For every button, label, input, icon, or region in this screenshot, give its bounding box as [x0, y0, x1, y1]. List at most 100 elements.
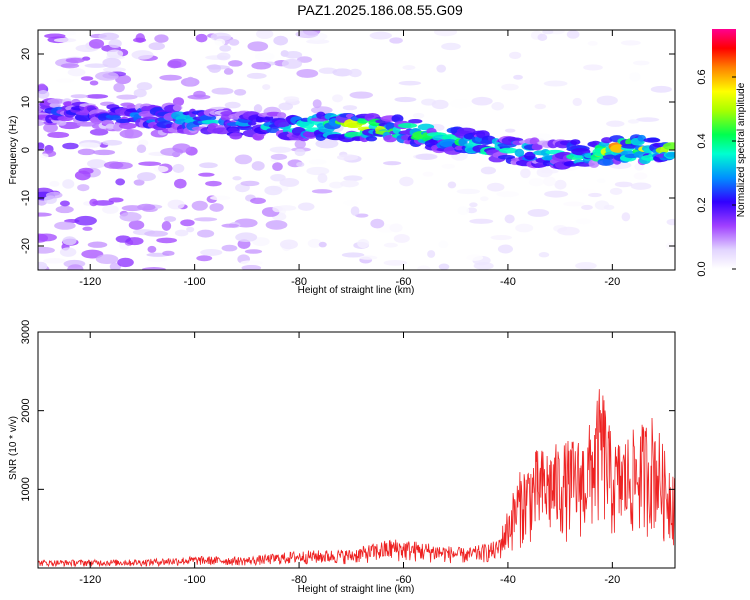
heat-cell — [527, 208, 550, 217]
heat-cell — [180, 219, 195, 227]
heat-cell — [566, 30, 580, 39]
heat-cell — [397, 122, 418, 129]
heat-cell — [246, 72, 267, 79]
heat-cell — [341, 252, 365, 258]
heat-cell — [136, 144, 147, 153]
heat-cell — [408, 119, 423, 124]
heat-cell — [74, 215, 97, 226]
heat-cell — [332, 94, 344, 103]
heat-cell — [154, 34, 169, 43]
heat-cell — [38, 261, 48, 270]
x-tick-label: -120 — [79, 574, 101, 586]
heat-cell — [597, 158, 615, 166]
heat-cell — [251, 161, 265, 171]
heat-cell — [531, 143, 543, 151]
heat-cell — [38, 246, 55, 254]
snr-frame — [37, 331, 676, 569]
heat-cell — [274, 119, 291, 128]
heat-cell — [172, 104, 182, 112]
heat-cell — [269, 221, 283, 228]
heat-cell — [297, 202, 315, 211]
chart-title: PAZ1.2025.186.08.55.G09 — [297, 2, 463, 18]
heat-cell — [229, 132, 243, 140]
heat-cell — [67, 68, 86, 77]
snr-series-line — [37, 389, 676, 568]
heat-cell — [399, 176, 414, 187]
heat-cell — [196, 255, 213, 262]
snr-plot-area — [38, 332, 675, 568]
heat-cell — [509, 51, 522, 60]
heat-cell — [402, 65, 416, 70]
heat-cell — [92, 149, 116, 156]
heat-cell — [121, 205, 144, 212]
heat-cell — [102, 204, 119, 214]
heat-cell — [537, 43, 556, 50]
heat-cell — [501, 83, 519, 91]
heat-cell — [81, 249, 104, 259]
heat-cell — [198, 172, 215, 177]
heat-cell — [63, 101, 74, 107]
heat-cell — [269, 146, 292, 153]
heat-cell — [119, 212, 142, 222]
heat-cell — [417, 265, 431, 270]
heat-cell — [201, 119, 222, 125]
heat-cell — [78, 142, 101, 149]
heat-cell — [86, 159, 107, 169]
colorbar-tick-label: 0.4 — [696, 133, 708, 148]
heat-cell — [56, 120, 67, 126]
heat-cell — [43, 123, 58, 133]
heat-cell — [294, 139, 306, 149]
heat-cell — [632, 60, 650, 66]
heat-cell — [167, 60, 182, 69]
heat-cell — [422, 171, 434, 177]
x-tick-label: -20 — [604, 574, 620, 586]
heat-cell — [55, 205, 74, 214]
heat-cell — [59, 247, 77, 257]
heat-cell — [302, 131, 317, 138]
heat-cell — [234, 88, 247, 96]
heat-cell — [38, 120, 45, 127]
heat-cell — [221, 244, 238, 252]
heat-cell — [575, 262, 597, 270]
colorbar-tick-label: 0.2 — [696, 197, 708, 212]
heat-cell — [524, 151, 536, 161]
heat-cell — [427, 250, 436, 258]
heat-cell — [240, 260, 263, 266]
heat-cell — [38, 142, 45, 151]
colorbar-tick-label: 0.6 — [696, 69, 708, 84]
heat-cell — [187, 94, 211, 100]
heat-cell — [256, 30, 274, 39]
y-tick-label: 0 — [20, 147, 32, 153]
heat-cell — [136, 82, 153, 91]
heat-cell — [44, 33, 66, 39]
heat-cell — [336, 154, 359, 161]
heat-cell — [515, 223, 534, 233]
x-tick-label: -60 — [396, 574, 412, 586]
heat-cell — [76, 121, 97, 127]
heat-cell — [88, 38, 105, 49]
heat-cell — [115, 118, 132, 124]
heat-cell — [113, 82, 125, 93]
heat-cell — [469, 218, 494, 224]
heat-cell — [38, 83, 47, 92]
heat-cell — [520, 168, 531, 179]
heat-cell — [253, 104, 263, 113]
heat-cell — [308, 158, 327, 165]
heat-cell — [311, 189, 333, 194]
snr-x-ticks: -120 -100 -80 -60 -40 -20 — [79, 332, 620, 586]
heat-cell — [393, 234, 410, 243]
heat-cell — [223, 68, 234, 75]
heat-cell — [47, 98, 66, 105]
heat-cell — [62, 142, 79, 150]
heat-cell — [650, 85, 672, 93]
heat-cell — [357, 238, 370, 249]
heat-cell — [240, 180, 260, 187]
heat-cell — [172, 163, 185, 173]
heat-cell — [53, 37, 77, 43]
snr-panel: -120 -100 -80 -60 -40 -20 1000 2000 3000 Height… — [8, 320, 676, 595]
heat-cell — [662, 142, 675, 151]
heat-cell — [40, 153, 49, 159]
heat-cell — [144, 230, 169, 237]
